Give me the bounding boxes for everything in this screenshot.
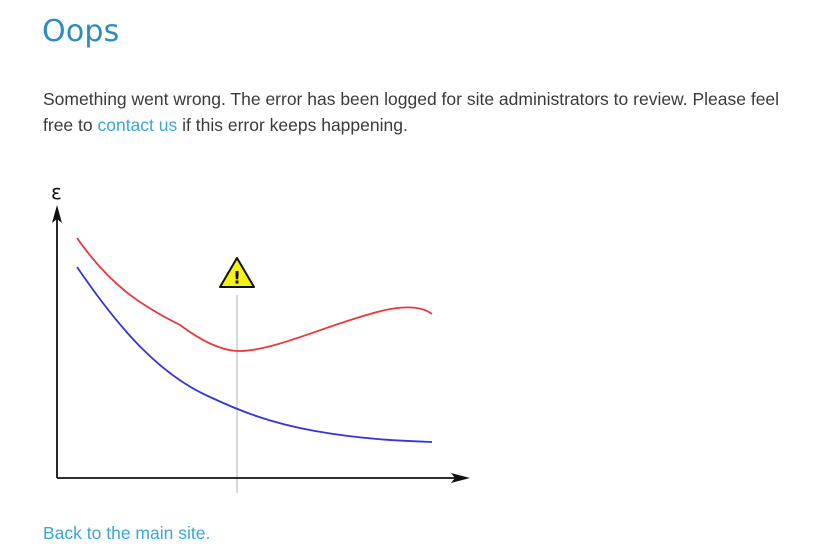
upper-curve — [76, 237, 433, 352]
contact-us-link[interactable]: contact us — [97, 115, 178, 135]
error-message-text-start: Something went wrong. The error has been… — [43, 89, 780, 135]
error-illustration: ε ! — [51, 180, 470, 493]
error-message: Something went wrong. The error has been… — [43, 86, 803, 138]
warning-icon: ! — [219, 257, 255, 289]
x-axis-arrow-icon — [451, 473, 470, 483]
warning-glyph: ! — [233, 269, 241, 289]
y-axis-symbol: ε — [51, 180, 62, 204]
back-to-main-site-link[interactable]: Back to the main site. — [43, 523, 211, 543]
lower-curve — [76, 266, 433, 443]
page-title: Oops — [42, 14, 120, 49]
error-message-text-end: if this error keeps happening. — [177, 115, 408, 135]
y-axis-arrow-icon — [52, 205, 62, 223]
